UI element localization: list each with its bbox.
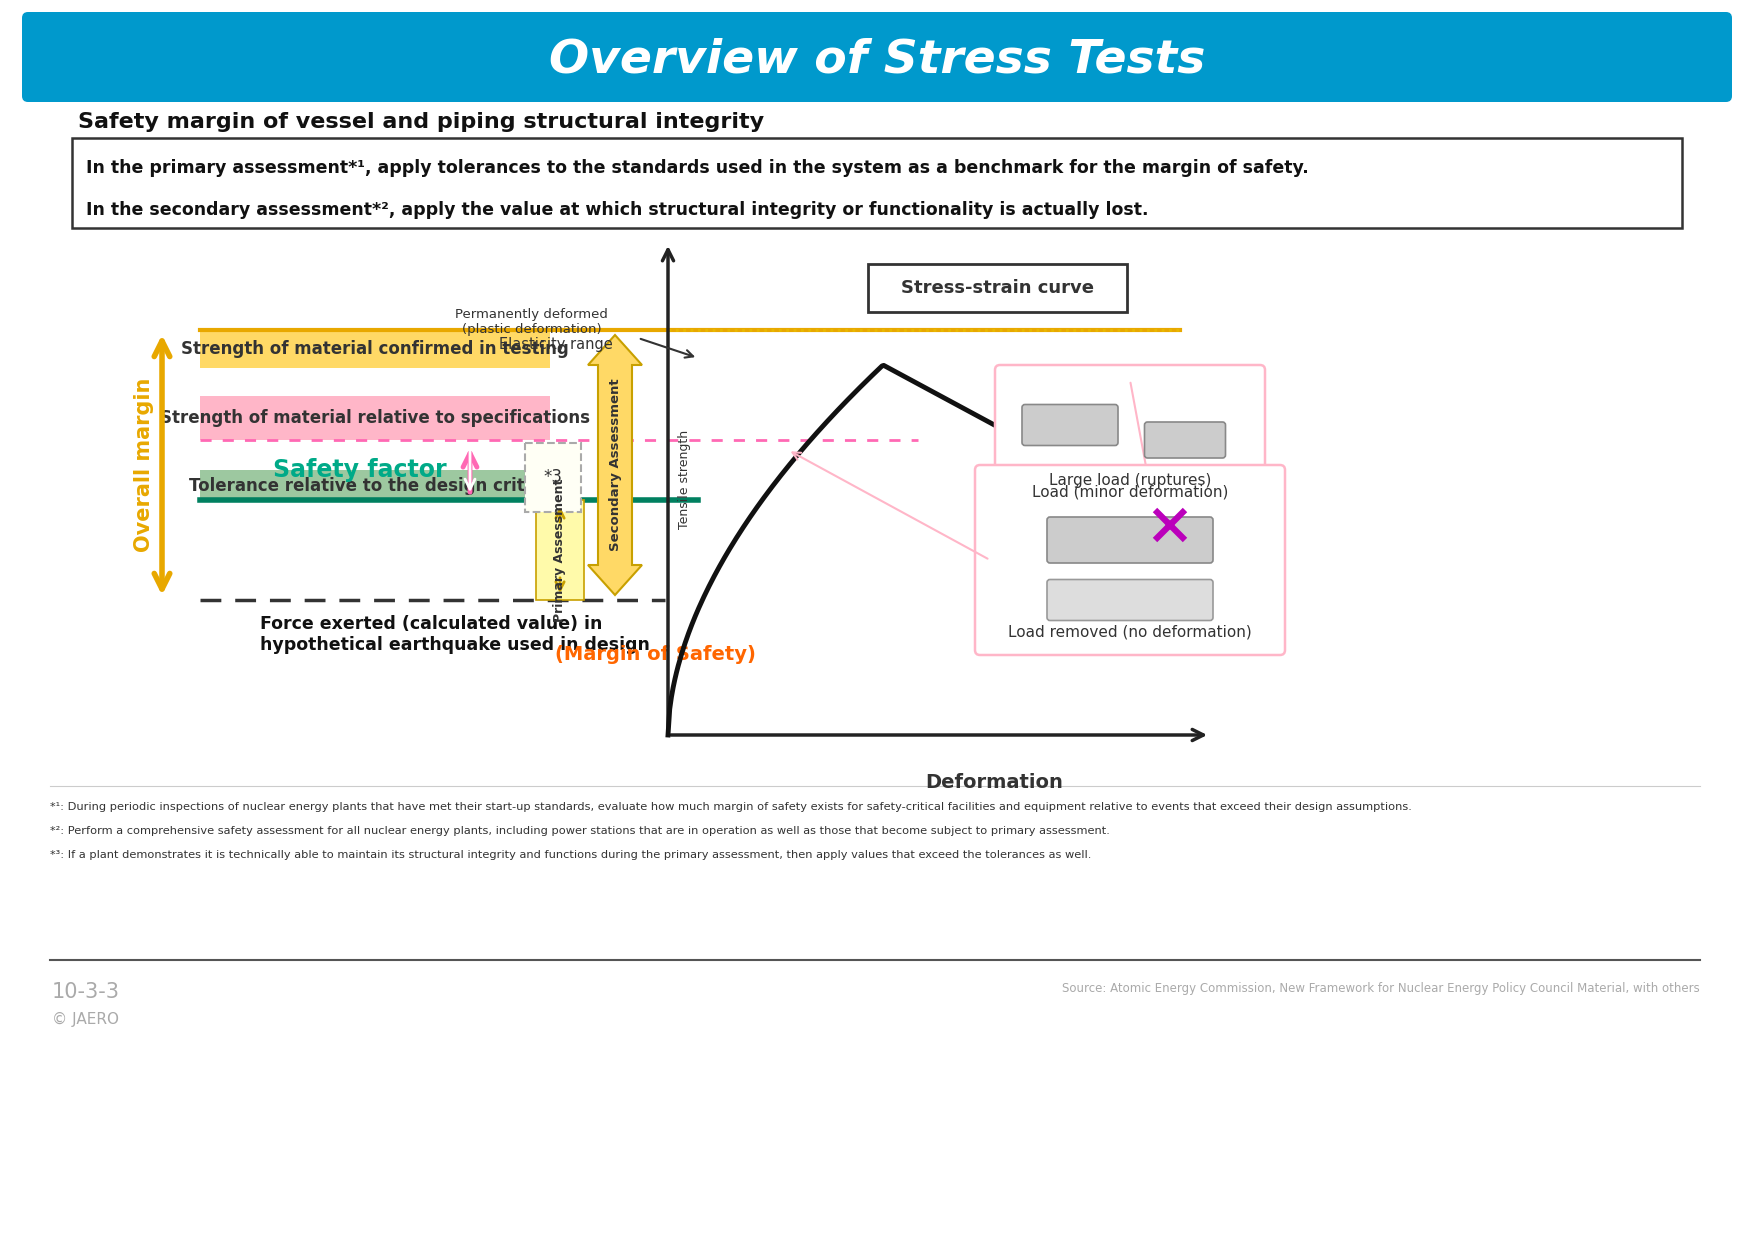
Text: Stress-strain curve: Stress-strain curve [902, 279, 1094, 298]
Text: Large load (ruptures): Large load (ruptures) [1049, 472, 1212, 487]
Text: *³: If a plant demonstrates it is technically able to maintain its structural in: *³: If a plant demonstrates it is techni… [51, 849, 1091, 861]
Text: In the primary assessment*¹, apply tolerances to the standards used in the syste: In the primary assessment*¹, apply toler… [86, 159, 1308, 177]
Text: Permanently deformed
(plastic deformation): Permanently deformed (plastic deformatio… [454, 308, 609, 336]
Text: Primary Assessment: Primary Assessment [554, 479, 567, 621]
Text: Source: Atomic Energy Commission, New Framework for Nuclear Energy Policy Counci: Source: Atomic Energy Commission, New Fr… [1063, 982, 1700, 994]
FancyBboxPatch shape [868, 264, 1128, 312]
Text: Load (minor deformation): Load (minor deformation) [1031, 485, 1228, 500]
Bar [200, 470, 551, 502]
FancyBboxPatch shape [975, 465, 1286, 655]
Text: Strength of material relative to specifications: Strength of material relative to specifi… [160, 409, 589, 427]
Text: Strength of material confirmed in testing: Strength of material confirmed in testin… [181, 340, 568, 358]
Text: Rupture: Rupture [1070, 477, 1131, 492]
FancyBboxPatch shape [1047, 517, 1214, 563]
FancyBboxPatch shape [72, 138, 1682, 228]
Text: (Margin of Safety): (Margin of Safety) [554, 646, 756, 665]
FancyBboxPatch shape [1047, 579, 1214, 620]
FancyBboxPatch shape [995, 365, 1265, 505]
Text: 10-3-3: 10-3-3 [53, 982, 119, 1002]
Text: Overview of Stress Tests: Overview of Stress Tests [549, 37, 1205, 83]
Text: *²: Perform a comprehensive safety assessment for all nuclear energy plants, inc: *²: Perform a comprehensive safety asses… [51, 826, 1110, 836]
Text: Deformation: Deformation [924, 773, 1063, 791]
Text: Overall margin: Overall margin [133, 378, 154, 552]
FancyBboxPatch shape [524, 443, 581, 512]
Text: *3: *3 [544, 469, 563, 486]
Bar [200, 330, 551, 368]
Text: © JAERO: © JAERO [53, 1012, 119, 1027]
Text: Load removed (no deformation): Load removed (no deformation) [1009, 625, 1252, 640]
FancyBboxPatch shape [1145, 422, 1226, 458]
Text: Force exerted (calculated value) in
hypothetical earthquake used in design: Force exerted (calculated value) in hypo… [260, 615, 651, 653]
Text: *¹: During periodic inspections of nuclear energy plants that have met their sta: *¹: During periodic inspections of nucle… [51, 802, 1412, 812]
Text: Safety margin of vessel and piping structural integrity: Safety margin of vessel and piping struc… [77, 112, 765, 131]
Bar [200, 396, 551, 440]
Text: In the secondary assessment*², apply the value at which structural integrity or : In the secondary assessment*², apply the… [86, 201, 1149, 219]
Text: Safety factor: Safety factor [274, 458, 447, 482]
Text: Tolerance relative to the design criteria: Tolerance relative to the design criteri… [189, 477, 561, 495]
Polygon shape [588, 335, 642, 595]
FancyBboxPatch shape [1023, 404, 1117, 445]
Text: Secondary Assessment: Secondary Assessment [609, 378, 621, 552]
Bar [537, 500, 584, 600]
Text: Elasticity range: Elasticity range [500, 337, 612, 352]
Text: Tensile strength: Tensile strength [679, 429, 691, 528]
FancyBboxPatch shape [23, 12, 1731, 102]
